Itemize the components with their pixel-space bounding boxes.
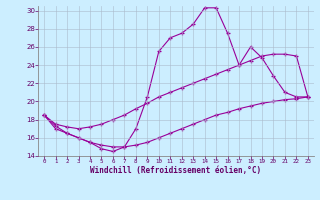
X-axis label: Windchill (Refroidissement éolien,°C): Windchill (Refroidissement éolien,°C) [91,166,261,175]
